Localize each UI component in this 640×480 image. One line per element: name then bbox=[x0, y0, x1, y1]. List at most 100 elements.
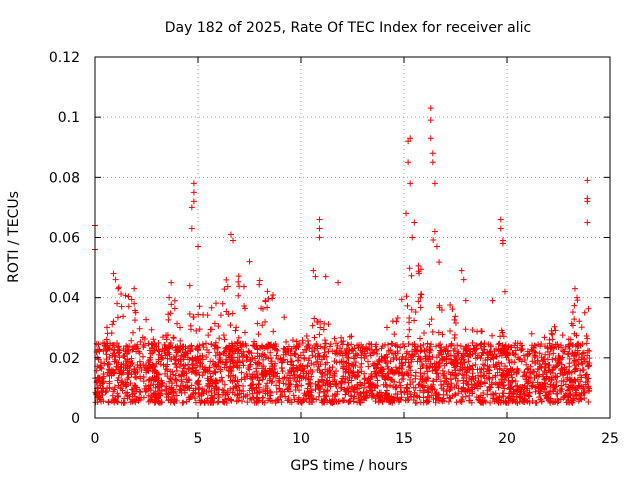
roti-point bbox=[327, 399, 334, 406]
roti-point bbox=[118, 290, 125, 297]
roti-point bbox=[167, 374, 174, 381]
roti-point bbox=[313, 359, 320, 366]
roti-point bbox=[431, 180, 438, 187]
roti-point bbox=[254, 390, 261, 397]
roti-point bbox=[211, 320, 218, 327]
roti-point bbox=[499, 383, 506, 390]
roti-point bbox=[123, 348, 130, 355]
roti-point bbox=[115, 393, 122, 400]
roti-point bbox=[487, 399, 494, 406]
roti-point bbox=[149, 396, 156, 403]
roti-point bbox=[243, 370, 250, 377]
roti-point bbox=[123, 381, 130, 388]
roti-point bbox=[177, 337, 184, 344]
roti-point bbox=[571, 353, 578, 360]
roti-point bbox=[559, 366, 566, 373]
roti-point bbox=[416, 387, 423, 394]
roti-point bbox=[428, 316, 435, 323]
roti-point bbox=[259, 372, 266, 379]
roti-point bbox=[374, 377, 381, 384]
roti-point bbox=[303, 332, 310, 339]
roti-point bbox=[112, 353, 119, 360]
roti-point bbox=[390, 356, 397, 363]
roti-point bbox=[217, 351, 224, 358]
roti-point bbox=[351, 345, 358, 352]
roti-point bbox=[170, 371, 177, 378]
roti-point bbox=[388, 393, 395, 400]
roti-point bbox=[447, 327, 454, 334]
roti-point bbox=[286, 381, 293, 388]
roti-point bbox=[402, 355, 409, 362]
roti-point bbox=[502, 374, 509, 381]
roti-point bbox=[305, 392, 312, 399]
y-tick-label: 0.02 bbox=[49, 351, 80, 367]
roti-point bbox=[285, 377, 292, 384]
roti-point bbox=[487, 348, 494, 355]
roti-point bbox=[208, 383, 215, 390]
roti-point bbox=[241, 302, 248, 309]
roti-point bbox=[574, 294, 581, 301]
roti-point bbox=[283, 338, 290, 345]
roti-point bbox=[119, 387, 126, 394]
y-tick-label: 0.12 bbox=[49, 50, 80, 66]
roti-point bbox=[558, 356, 565, 363]
roti-point bbox=[409, 352, 416, 359]
roti-point bbox=[120, 313, 127, 320]
roti-point bbox=[221, 286, 228, 293]
roti-point bbox=[389, 340, 396, 347]
roti-point bbox=[443, 343, 450, 350]
roti-point bbox=[384, 392, 391, 399]
roti-point bbox=[405, 159, 412, 166]
roti-point bbox=[520, 398, 527, 405]
roti-point bbox=[136, 325, 143, 332]
roti-point bbox=[541, 334, 548, 341]
roti-point bbox=[548, 330, 555, 337]
roti-point bbox=[171, 396, 178, 403]
roti-point bbox=[229, 310, 236, 317]
roti-point bbox=[458, 267, 465, 274]
roti-point bbox=[135, 348, 142, 355]
roti-point bbox=[166, 342, 173, 349]
roti-point bbox=[322, 372, 329, 379]
roti-point bbox=[558, 388, 565, 395]
roti-point bbox=[315, 393, 322, 400]
roti-point bbox=[427, 117, 434, 124]
roti-point bbox=[280, 380, 287, 387]
roti-point bbox=[181, 370, 188, 377]
roti-point bbox=[490, 362, 497, 369]
roti-point bbox=[359, 345, 366, 352]
y-axis-ticks: 0 0.02 0.04 0.06 0.08 0.1 0.12 bbox=[49, 50, 610, 427]
roti-point bbox=[113, 366, 120, 373]
roti-point bbox=[384, 324, 391, 331]
roti-point bbox=[289, 337, 296, 344]
roti-point bbox=[263, 354, 270, 361]
roti-point bbox=[445, 398, 452, 405]
roti-point bbox=[480, 398, 487, 405]
roti-point bbox=[250, 381, 257, 388]
roti-point bbox=[474, 328, 481, 335]
roti-point bbox=[405, 340, 412, 347]
roti-point bbox=[115, 285, 122, 292]
roti-point bbox=[246, 366, 253, 373]
roti-point bbox=[581, 355, 588, 362]
roti-point bbox=[320, 353, 327, 360]
roti-point bbox=[145, 377, 152, 384]
roti-point bbox=[454, 342, 461, 349]
roti-point bbox=[403, 293, 410, 300]
roti-point bbox=[123, 362, 130, 369]
roti-point bbox=[129, 359, 136, 366]
roti-point bbox=[577, 367, 584, 374]
roti-point bbox=[118, 303, 125, 310]
roti-point bbox=[231, 359, 238, 366]
roti-point bbox=[134, 345, 141, 352]
roti-point bbox=[550, 364, 557, 371]
roti-point bbox=[221, 361, 228, 368]
roti-point bbox=[132, 393, 139, 400]
roti-point bbox=[469, 373, 476, 380]
roti-point bbox=[163, 344, 170, 351]
roti-point bbox=[361, 354, 368, 361]
roti-point bbox=[233, 324, 240, 331]
roti-point bbox=[404, 302, 411, 309]
roti-point bbox=[541, 368, 548, 375]
roti-point bbox=[559, 386, 566, 393]
